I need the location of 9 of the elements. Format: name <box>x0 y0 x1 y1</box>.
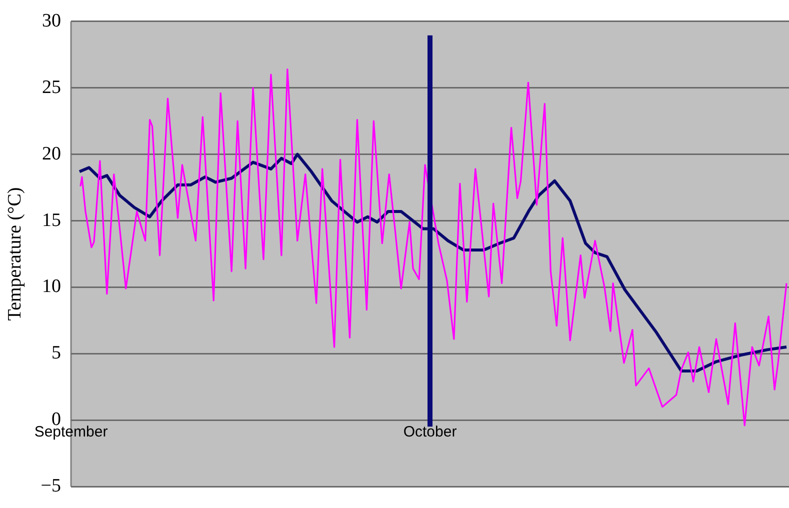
y-tick-label: 30 <box>42 10 62 32</box>
y-tick-label: 20 <box>42 143 62 164</box>
y-tick-label: 10 <box>42 276 62 298</box>
x-tick-label: October <box>403 423 457 440</box>
y-tick-label: 25 <box>42 76 62 98</box>
y-tick-label: −5 <box>40 476 62 497</box>
y-tick-label: 5 <box>52 342 62 364</box>
y-tick-label: 15 <box>42 210 62 231</box>
y-axis-title: Temperature (°C) <box>4 187 26 321</box>
